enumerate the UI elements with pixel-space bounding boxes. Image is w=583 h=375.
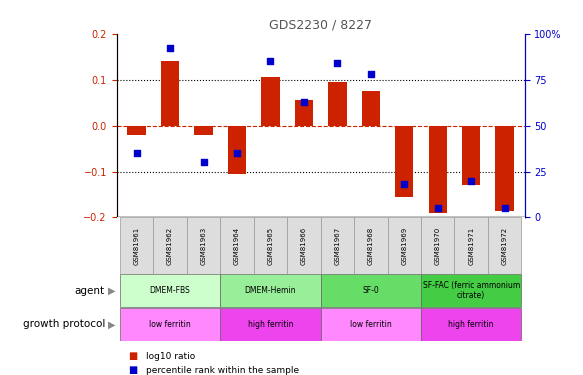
Text: high ferritin: high ferritin	[448, 320, 494, 329]
Text: GSM81967: GSM81967	[335, 226, 340, 265]
Text: GSM81966: GSM81966	[301, 226, 307, 265]
Text: GSM81968: GSM81968	[368, 226, 374, 265]
Bar	[295, 100, 313, 126]
Text: agent: agent	[75, 286, 105, 296]
Bar	[488, 217, 521, 274]
Point	[466, 178, 476, 184]
Point	[333, 60, 342, 66]
Text: ■: ■	[128, 365, 138, 375]
Bar	[429, 126, 447, 213]
Bar	[187, 217, 220, 274]
Point	[366, 71, 375, 77]
Text: percentile rank within the sample: percentile rank within the sample	[146, 366, 299, 375]
Bar	[254, 217, 287, 274]
Bar	[388, 217, 421, 274]
Text: GSM81970: GSM81970	[435, 226, 441, 265]
Title: GDS2230 / 8227: GDS2230 / 8227	[269, 18, 372, 31]
Bar	[120, 274, 220, 307]
Point	[399, 182, 409, 188]
Text: GSM81971: GSM81971	[468, 226, 474, 265]
Text: DMEM-Hemin: DMEM-Hemin	[245, 286, 296, 295]
Bar	[496, 126, 514, 211]
Text: high ferritin: high ferritin	[248, 320, 293, 329]
Bar	[220, 308, 321, 340]
Text: SF-0: SF-0	[363, 286, 379, 295]
Bar	[120, 308, 220, 340]
Text: GSM81969: GSM81969	[401, 226, 408, 265]
Text: GSM81964: GSM81964	[234, 226, 240, 265]
Bar	[261, 77, 280, 126]
Bar	[421, 308, 521, 340]
Bar	[321, 274, 421, 307]
Bar	[161, 61, 180, 126]
Text: GSM81961: GSM81961	[134, 226, 140, 265]
Point	[433, 205, 442, 211]
Bar	[321, 217, 354, 274]
Point	[266, 58, 275, 64]
Bar	[228, 126, 246, 174]
Bar	[220, 274, 321, 307]
Text: low ferritin: low ferritin	[350, 320, 392, 329]
Bar	[361, 91, 380, 126]
Bar	[128, 126, 146, 135]
Point	[132, 150, 141, 156]
Text: DMEM-FBS: DMEM-FBS	[150, 286, 191, 295]
Bar	[220, 217, 254, 274]
Text: GSM81972: GSM81972	[501, 226, 508, 265]
Bar	[421, 274, 521, 307]
Text: GSM81962: GSM81962	[167, 226, 173, 265]
Text: log10 ratio: log10 ratio	[146, 352, 195, 361]
Bar	[354, 217, 388, 274]
Text: growth protocol: growth protocol	[23, 320, 105, 329]
Bar	[421, 217, 455, 274]
Point	[166, 45, 175, 51]
Bar	[395, 126, 413, 197]
Bar	[287, 217, 321, 274]
Text: ▶: ▶	[108, 286, 115, 296]
Text: GSM81965: GSM81965	[268, 226, 273, 265]
Bar	[153, 217, 187, 274]
Bar	[120, 217, 153, 274]
Text: ▶: ▶	[108, 320, 115, 329]
Bar	[328, 82, 346, 126]
Point	[233, 150, 242, 156]
Bar	[455, 217, 488, 274]
Point	[299, 99, 308, 105]
Text: GSM81963: GSM81963	[201, 226, 206, 265]
Point	[500, 205, 510, 211]
Bar	[321, 308, 421, 340]
Bar	[194, 126, 213, 135]
Text: SF-FAC (ferric ammonium
citrate): SF-FAC (ferric ammonium citrate)	[423, 281, 520, 300]
Text: low ferritin: low ferritin	[149, 320, 191, 329]
Bar	[462, 126, 480, 185]
Point	[199, 159, 208, 165]
Text: ■: ■	[128, 351, 138, 361]
